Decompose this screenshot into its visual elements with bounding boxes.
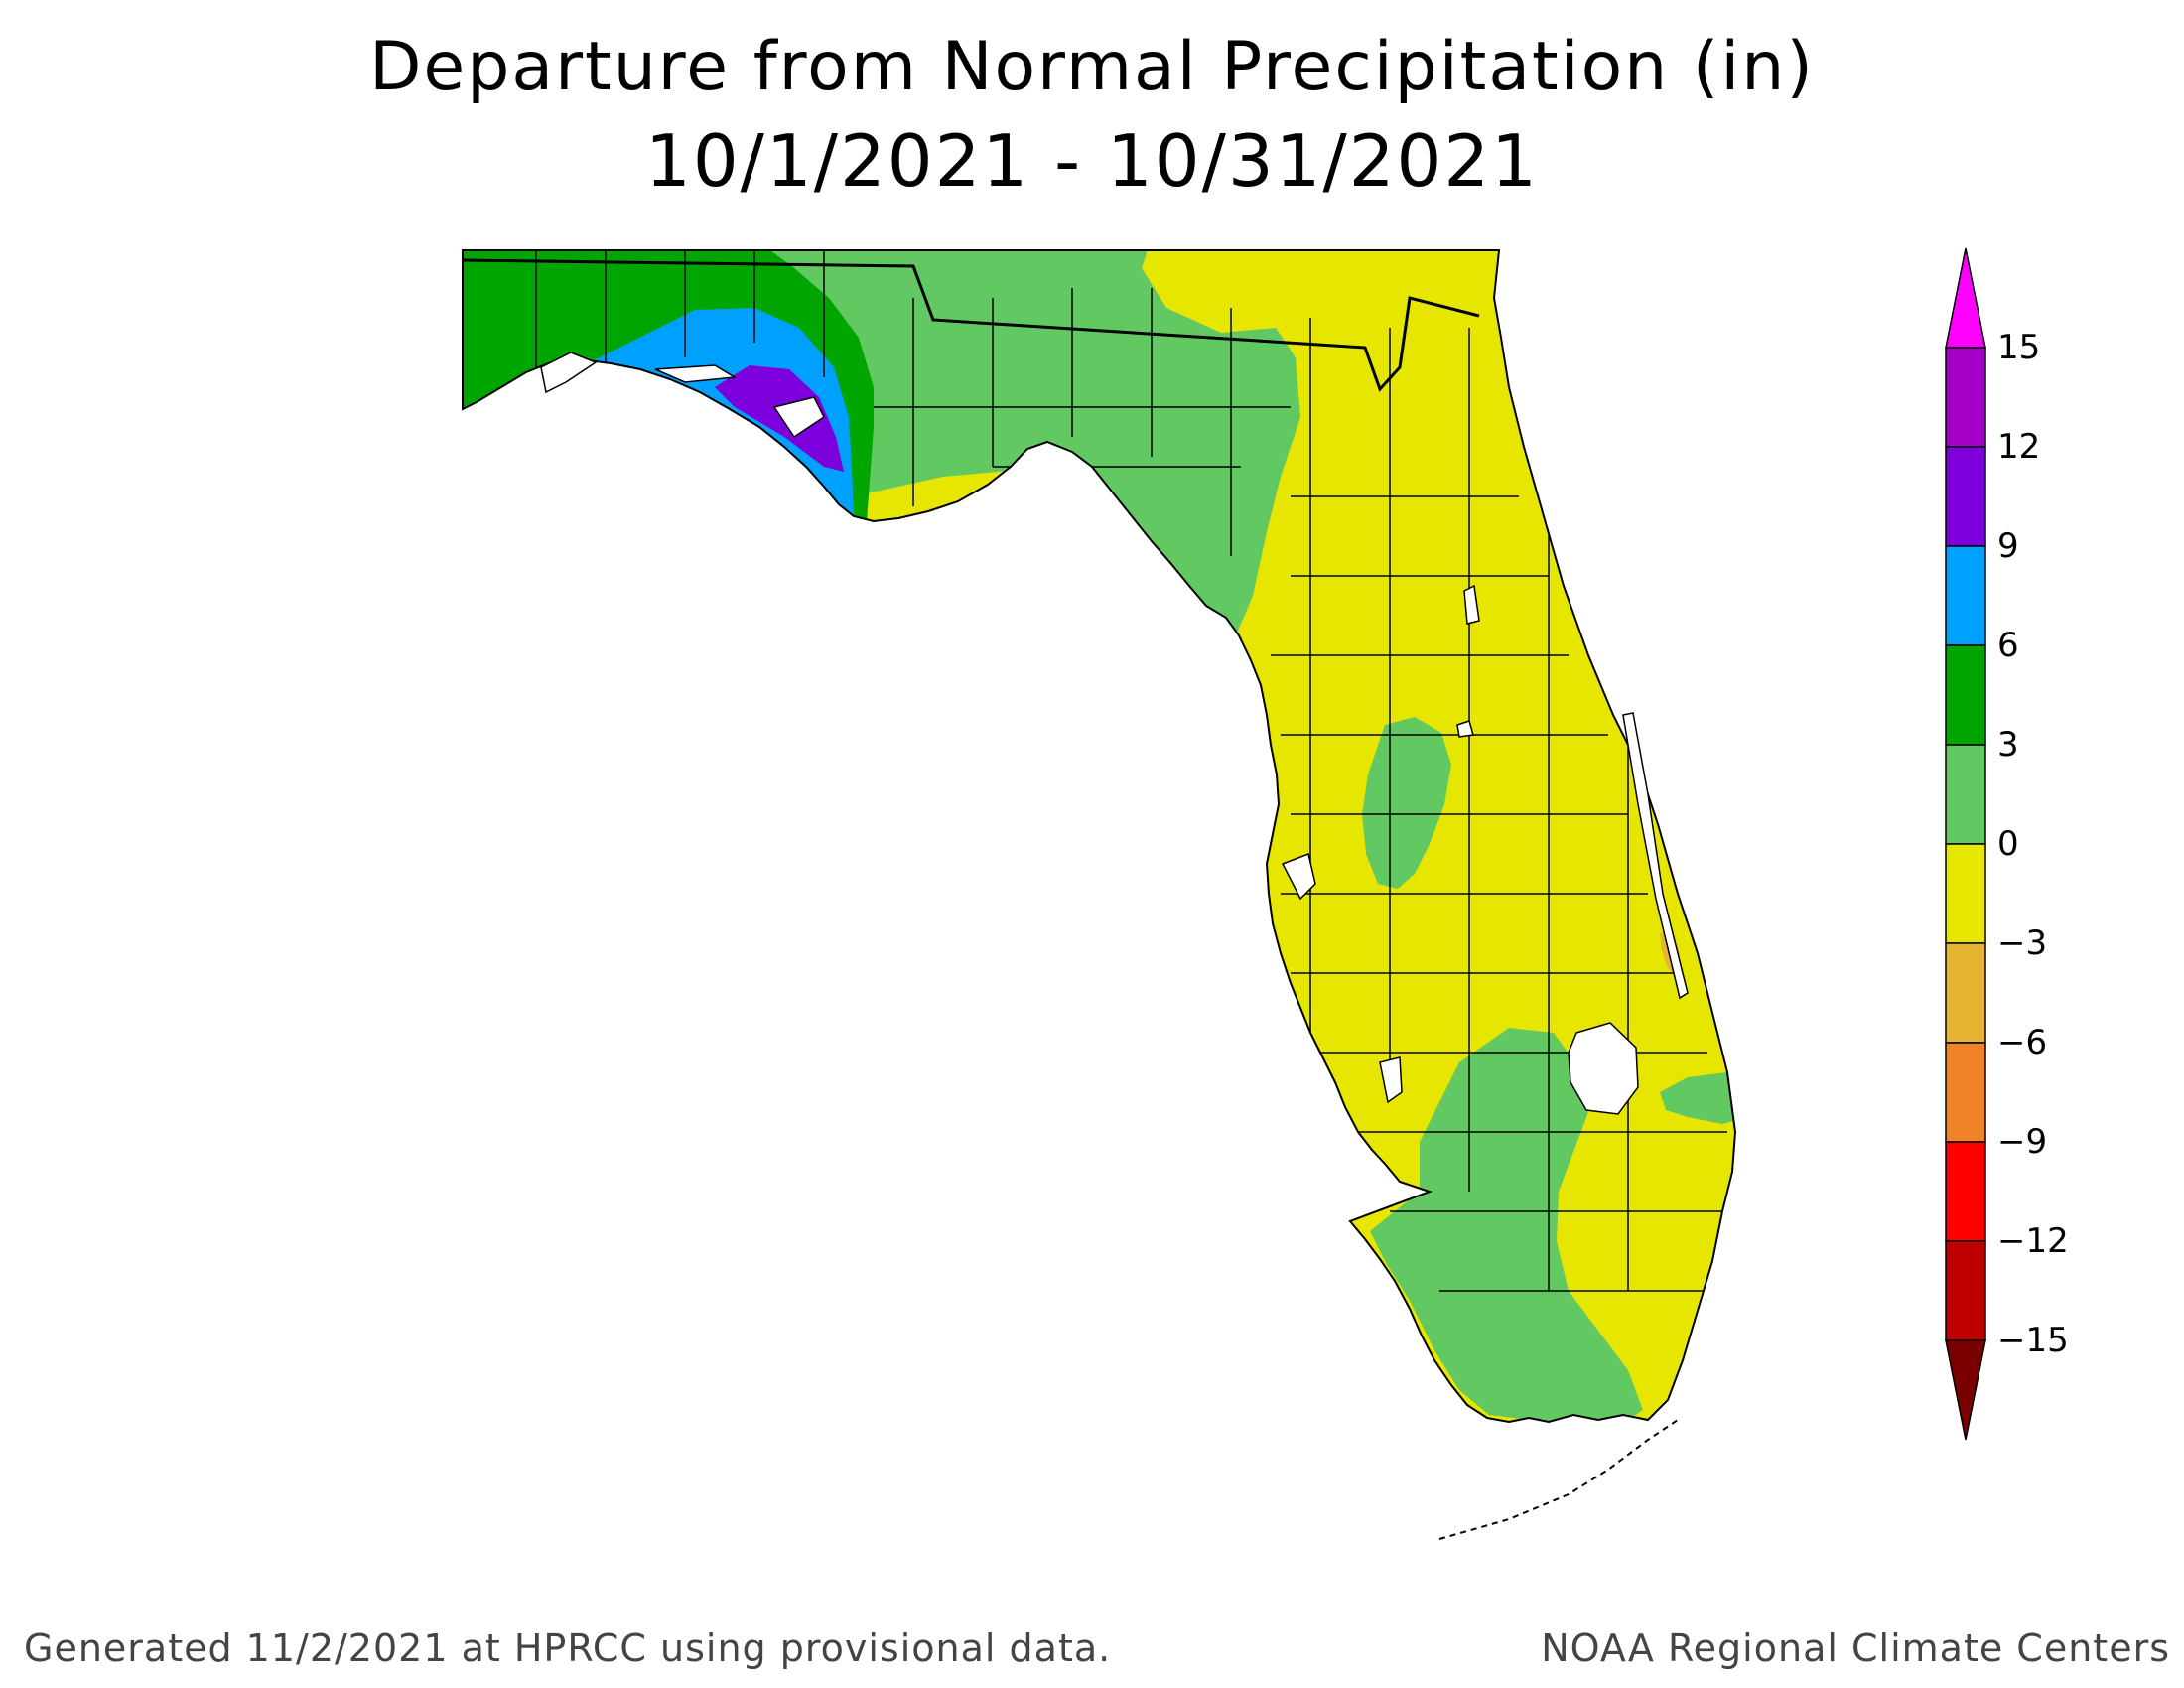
cb-label-neg3: −3	[1997, 923, 2048, 963]
colorbar-swatch	[1945, 446, 1986, 547]
cb-label-neg6: −6	[1997, 1023, 2048, 1062]
florida-keys	[1438, 1419, 1679, 1540]
colorbar-swatch	[1945, 347, 1986, 448]
cb-label-9: 9	[1997, 526, 2019, 566]
footer-source: NOAA Regional Climate Centers	[1541, 1626, 2170, 1670]
cb-label-15: 15	[1997, 328, 2041, 367]
colorbar-swatch	[1945, 1042, 1986, 1143]
cb-label-3: 3	[1997, 725, 2019, 765]
cb-label-12: 12	[1997, 427, 2041, 467]
cb-label-neg12: −12	[1997, 1221, 2069, 1261]
state-boundary	[462, 258, 1480, 392]
choctawhatchee-bay	[654, 364, 738, 383]
tampa-bay	[1281, 852, 1316, 901]
cb-label-6: 6	[1997, 626, 2019, 665]
footer-generated: Generated 11/2/2021 at HPRCC using provi…	[24, 1626, 1112, 1670]
colorbar-swatch	[1945, 744, 1986, 845]
lake-george	[1463, 584, 1480, 625]
pensacola-bay	[540, 352, 598, 394]
lake-apopka	[1456, 720, 1474, 738]
precip-shading	[463, 250, 1735, 1422]
colorbar-swatches	[1945, 247, 1986, 1441]
colorbar-arrow-bottom	[1945, 1339, 1986, 1441]
cb-label-neg15: −15	[1997, 1321, 2069, 1360]
colorbar-swatch	[1945, 1141, 1986, 1242]
shade-wet-0-3-central	[1362, 717, 1451, 889]
st-andrew-bay	[772, 396, 825, 439]
colorbar-swatch	[1945, 644, 1986, 746]
cb-label-0: 0	[1997, 824, 2019, 864]
water-bodies	[540, 352, 1689, 1115]
colorbar-swatch	[1945, 942, 1986, 1044]
shade-wet-0-3-southwest	[1370, 1028, 1643, 1422]
map-title: Departure from Normal Precipitation (in)	[369, 28, 1815, 106]
shade-wet-9-12	[715, 365, 844, 472]
county-boundaries	[535, 250, 1727, 1292]
charlotte-harbor	[1379, 1056, 1403, 1104]
indian-river-lagoon	[1622, 712, 1689, 1000]
cb-label-neg9: −9	[1997, 1122, 2048, 1162]
map-date-range: 10/1/2021 - 10/31/2021	[645, 119, 1539, 203]
lake-okeechobee	[1568, 1022, 1639, 1115]
shade-wet-0-3-palmbeach	[1660, 1072, 1735, 1124]
colorbar-arrow-top	[1945, 247, 1986, 349]
colorbar	[1945, 247, 1986, 1441]
colorbar-swatch	[1945, 545, 1986, 646]
colorbar-swatch	[1945, 1240, 1986, 1341]
colorbar-swatch	[1945, 843, 1986, 944]
